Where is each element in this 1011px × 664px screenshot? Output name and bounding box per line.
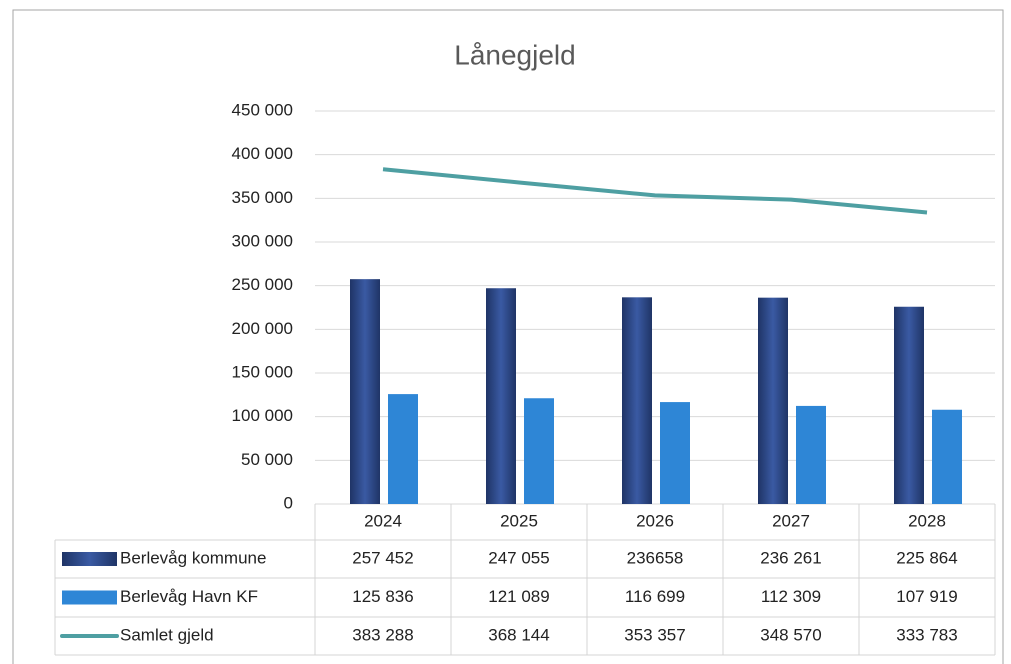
table-value: 225 864: [896, 548, 957, 567]
bar: [758, 297, 788, 504]
x-tick-label: 2024: [364, 511, 402, 530]
legend-label: Berlevåg Havn KF: [120, 587, 258, 606]
chart-frame: [12, 9, 1004, 664]
legend-swatch: [62, 590, 117, 605]
table-value: 257 452: [352, 548, 413, 567]
table-value: 348 570: [760, 625, 821, 644]
table-value: 236658: [627, 548, 684, 567]
table-value: 125 836: [352, 587, 413, 606]
bar: [350, 279, 380, 504]
y-tick-label: 200 000: [232, 319, 293, 338]
bar: [660, 402, 690, 504]
table-value: 368 144: [488, 625, 549, 644]
table-value: 121 089: [488, 587, 549, 606]
table-value: 333 783: [896, 625, 957, 644]
legend-swatch: [62, 552, 117, 566]
y-tick-label: 100 000: [232, 406, 293, 425]
bar: [486, 288, 516, 504]
legend-label: Berlevåg kommune: [120, 548, 266, 567]
table-value: 236 261: [760, 548, 821, 567]
line-series: [382, 167, 928, 215]
chart-title: Lånegjeld: [454, 39, 575, 70]
legend-label: Samlet gjeld: [120, 625, 214, 644]
table-value: 116 699: [625, 587, 685, 606]
y-tick-label: 450 000: [232, 100, 293, 119]
y-tick-label: 50 000: [241, 450, 293, 469]
table-value: 107 919: [896, 587, 957, 606]
bar: [622, 297, 652, 504]
y-tick-label: 250 000: [232, 275, 293, 294]
bar: [524, 398, 554, 504]
y-tick-label: 0: [284, 493, 293, 512]
x-tick-label: 2028: [908, 511, 946, 530]
y-tick-label: 350 000: [232, 188, 293, 207]
table-value: 247 055: [488, 548, 549, 567]
bar: [796, 405, 826, 504]
table-value: 383 288: [352, 625, 413, 644]
y-tick-label: 400 000: [232, 144, 293, 163]
table-value: 112 309: [761, 587, 821, 606]
bar: [388, 394, 418, 504]
x-tick-label: 2026: [636, 511, 674, 530]
x-tick-label: 2027: [772, 511, 810, 530]
bar: [894, 306, 924, 504]
bar: [932, 409, 962, 504]
table-value: 353 357: [624, 625, 685, 644]
x-tick-label: 2025: [500, 511, 538, 530]
y-tick-label: 300 000: [232, 231, 293, 250]
y-tick-label: 150 000: [232, 362, 293, 381]
